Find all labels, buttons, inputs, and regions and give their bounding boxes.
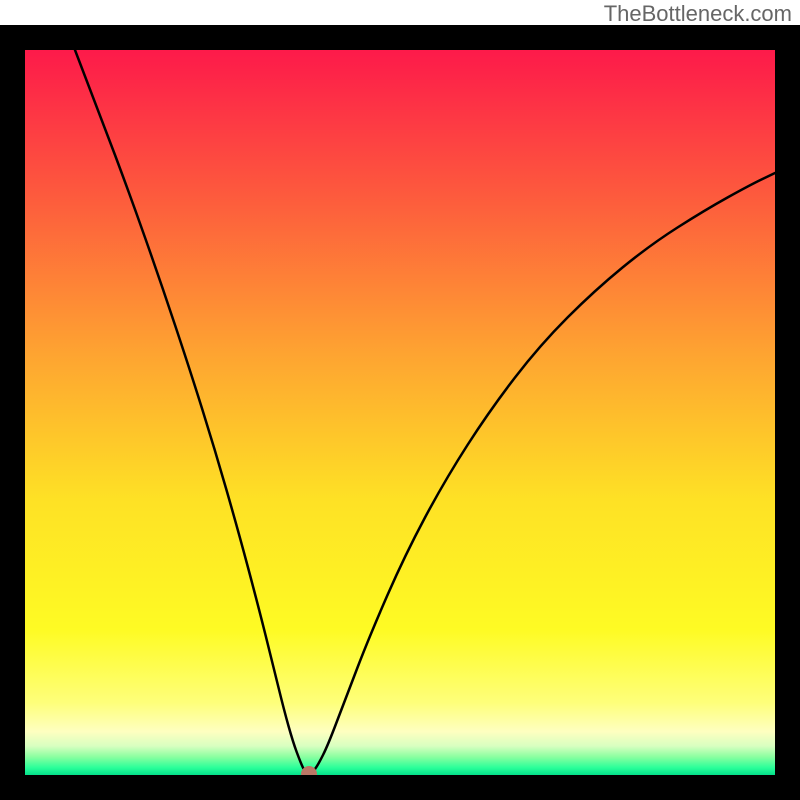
curve-overlay (25, 50, 775, 775)
frame-right (775, 25, 800, 800)
frame-top (0, 25, 800, 50)
plot-area (25, 50, 775, 775)
min-marker (301, 766, 317, 775)
curve-left-branch (75, 50, 309, 775)
frame-left (0, 25, 25, 800)
curve-right-branch (309, 173, 775, 775)
chart-container: TheBottleneck.com (0, 0, 800, 800)
watermark-text: TheBottleneck.com (604, 1, 792, 27)
frame-bottom (0, 775, 800, 800)
